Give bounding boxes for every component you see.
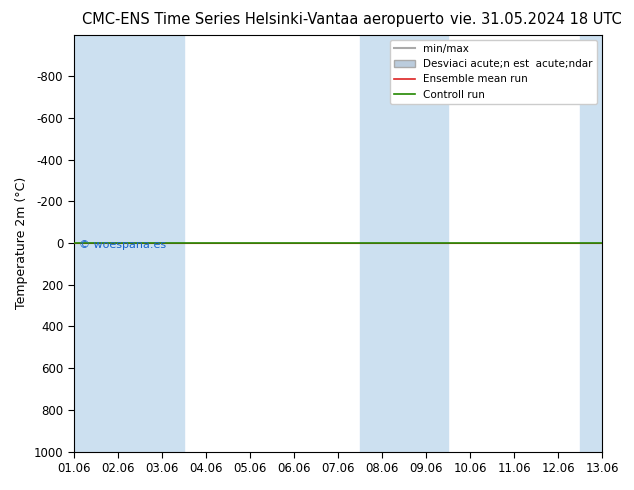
Bar bbox=[580, 35, 624, 452]
Bar bbox=[360, 35, 404, 452]
Bar bbox=[139, 35, 184, 452]
Text: vie. 31.05.2024 18 UTC: vie. 31.05.2024 18 UTC bbox=[450, 12, 621, 27]
Bar bbox=[404, 35, 448, 452]
Text: © woespana.es: © woespana.es bbox=[79, 240, 166, 250]
Bar bbox=[51, 35, 96, 452]
Legend: min/max, Desviaci acute;n est  acute;ndar, Ensemble mean run, Controll run: min/max, Desviaci acute;n est acute;ndar… bbox=[390, 40, 597, 104]
Text: CMC-ENS Time Series Helsinki-Vantaa aeropuerto: CMC-ENS Time Series Helsinki-Vantaa aero… bbox=[82, 12, 444, 27]
Bar bbox=[96, 35, 139, 452]
Y-axis label: Temperature 2m (°C): Temperature 2m (°C) bbox=[15, 177, 28, 309]
